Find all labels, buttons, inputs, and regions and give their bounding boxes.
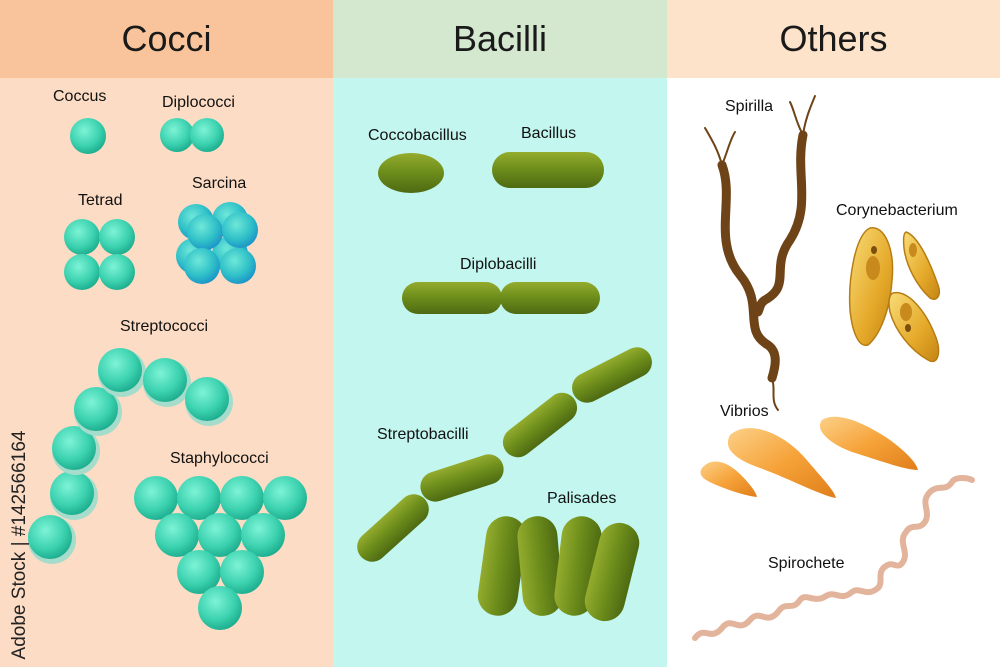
stock-id-text: Adobe Stock | #142566164 xyxy=(9,430,30,660)
others-header: Others xyxy=(667,0,1000,78)
label-diplobacilli: Diplobacilli xyxy=(460,256,537,273)
cocci-header: Cocci xyxy=(0,0,333,78)
diplococci-cells xyxy=(160,118,224,152)
label-staphylococci: Staphylococci xyxy=(170,450,269,467)
label-diplococci: Diplococci xyxy=(162,94,235,111)
label-streptococci: Streptococci xyxy=(120,318,209,335)
streptobacilli-chain xyxy=(357,347,652,562)
coccobacillus-cell xyxy=(378,153,444,193)
vibrio-cells xyxy=(700,416,918,498)
label-spirilla: Spirilla xyxy=(725,98,774,115)
corynebacterium-cells xyxy=(848,227,941,363)
label-coccobacillus: Coccobacillus xyxy=(368,127,467,144)
label-spirochete: Spirochete xyxy=(768,555,845,572)
label-sarcina: Sarcina xyxy=(192,175,247,192)
label-bacillus: Bacillus xyxy=(521,125,577,142)
tetrad-cells xyxy=(64,219,135,290)
label-tetrad: Tetrad xyxy=(78,192,123,209)
diplobacilli-cells xyxy=(402,282,600,314)
spirochete-cell xyxy=(692,475,975,641)
label-streptobacilli: Streptobacilli xyxy=(377,426,469,443)
label-coccus: Coccus xyxy=(53,88,107,105)
streptococci-chain xyxy=(28,348,233,564)
others-column xyxy=(667,0,1000,667)
spirilla-cells xyxy=(704,95,816,411)
label-palisades: Palisades xyxy=(547,490,617,507)
label-corynebacterium: Corynebacterium xyxy=(836,202,958,219)
staphylococci-cluster xyxy=(134,476,307,630)
bacilli-header: Bacilli xyxy=(333,0,667,78)
bacillus-cell xyxy=(492,152,604,188)
sarcina-cells xyxy=(176,202,258,284)
label-vibrios: Vibrios xyxy=(720,403,769,420)
coccus-cell xyxy=(70,118,106,154)
stock-watermark: Adobe Stock | #142566164 xyxy=(6,430,34,660)
palisades-cells xyxy=(477,516,640,622)
